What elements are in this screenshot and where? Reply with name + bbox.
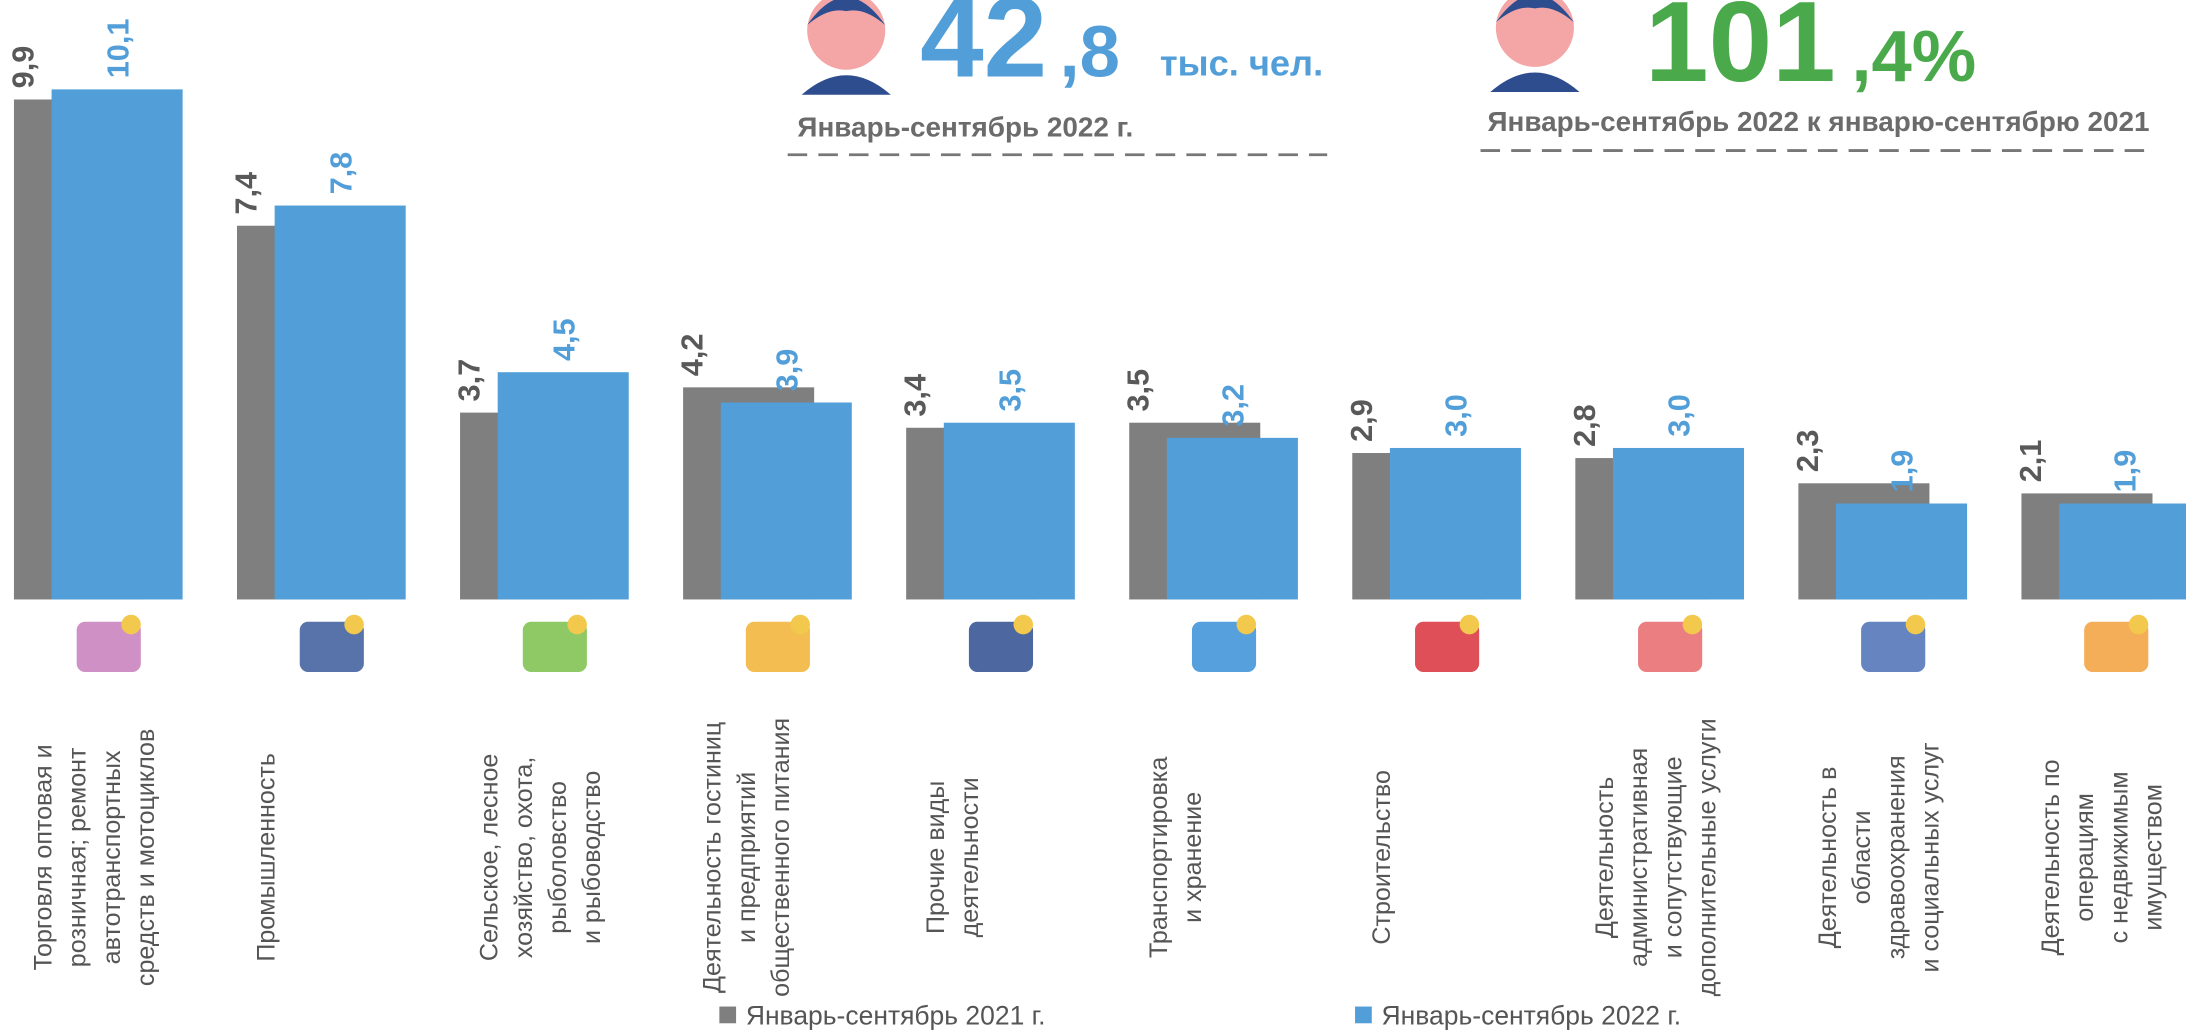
value-label: 3,5: [993, 369, 1027, 412]
category-icon: [2128, 614, 2149, 635]
bar: [1612, 447, 1745, 600]
x-tick-label: Деятельность в области здравоохранения и со…: [1814, 742, 1944, 972]
legend-label: Январь-сентябрь 2022 г.: [1382, 1001, 1682, 1030]
x-tick-label: Деятельность гостиниц и предприятий общест…: [699, 718, 795, 997]
value-label: 1,9: [2109, 450, 2143, 493]
category-icon: [790, 614, 810, 635]
value-label: 2,3: [1791, 430, 1825, 473]
value-label: 4,2: [676, 334, 710, 377]
x-tick-label: Деятельность административная и сопутствую…: [1591, 718, 1721, 996]
value-label: 2,9: [1345, 399, 1379, 442]
category-icon: [1682, 614, 1703, 635]
category-icon: [344, 614, 364, 635]
bar: [2059, 503, 2186, 600]
value-label: 7,8: [324, 152, 358, 195]
kpi-unit: тыс. чел.: [1160, 42, 1323, 83]
kpi-icon: [1490, 0, 1580, 93]
value-label: 3,7: [453, 359, 487, 402]
category-icon: [1459, 614, 1480, 635]
value-label: 2,8: [1568, 404, 1602, 447]
value-label: 3,5: [1122, 369, 1156, 412]
category-icon: [968, 621, 1034, 672]
value-label: 2,1: [2014, 440, 2048, 483]
bar: [274, 205, 406, 600]
category-icon: [2084, 621, 2149, 672]
value-label: 3,0: [1440, 394, 1474, 437]
value-label: 3,2: [1217, 384, 1251, 427]
x-tick-label: Промышленность: [253, 753, 281, 962]
category-icon: [1013, 614, 1034, 635]
legend-swatch: [719, 1006, 737, 1024]
value-label: 7,4: [230, 172, 264, 215]
category-icon: [1861, 621, 1926, 672]
kpi-value: 101: [1645, 0, 1836, 106]
x-tick-label: Прочие виды деятельности: [922, 777, 984, 937]
bar: [51, 89, 183, 600]
category-icon: [1638, 621, 1703, 672]
category-icon: [522, 621, 587, 672]
value-label: 10,1: [101, 19, 135, 79]
kpi-decimal: ,8: [1060, 12, 1120, 93]
kpi-decimal: ,4%: [1851, 16, 1976, 97]
category-icon: [1415, 621, 1480, 672]
value-label: 4,5: [547, 318, 581, 361]
value-label: 9,9: [6, 46, 40, 89]
category-icon: [76, 621, 141, 672]
kpi-caption: Январь-сентябрь 2022 к январю-сентябрю 2…: [1488, 106, 2150, 137]
category-icon: [121, 614, 141, 635]
kpi-caption: Январь-сентябрь 2022 г.: [797, 112, 1133, 143]
bar: [943, 422, 1075, 600]
bar: [720, 402, 852, 600]
value-label: 1,9: [1886, 450, 1920, 493]
bar: [497, 372, 629, 600]
bar: [1166, 437, 1298, 600]
x-tick-label: Торговля оптовая и розничная; ремонт автот…: [30, 729, 160, 986]
x-tick-label: Сельское, лесное хозяйство, охота, рыболов…: [476, 754, 606, 961]
x-tick-label: Строительство: [1368, 770, 1396, 945]
kpi-value: 42: [920, 0, 1047, 102]
value-label: 3,0: [1663, 394, 1697, 437]
category-icon: [567, 614, 587, 635]
value-label: 3,9: [770, 349, 804, 392]
category-icon: [1191, 621, 1257, 672]
legend-swatch: [1355, 1006, 1372, 1024]
value-label: 3,4: [899, 374, 933, 417]
chart-body: 42 ,8 тыс. чел. Январь-сентябрь 2022 г. …: [6, 0, 2186, 1030]
kpi-icon: [801, 0, 891, 95]
bar: [1836, 503, 1968, 600]
bar: [1389, 447, 1521, 600]
x-tick-label: Транспортировка и хранение: [1145, 757, 1207, 958]
category-icon: [1905, 614, 1926, 635]
x-tick-label: Деятельность по операциям с недвижимым имущ…: [2037, 759, 2167, 955]
legend-label: Январь-сентябрь 2021 г.: [746, 1001, 1046, 1030]
category-icon: [745, 621, 810, 672]
category-icon: [1236, 614, 1257, 635]
category-icon: [299, 621, 364, 672]
